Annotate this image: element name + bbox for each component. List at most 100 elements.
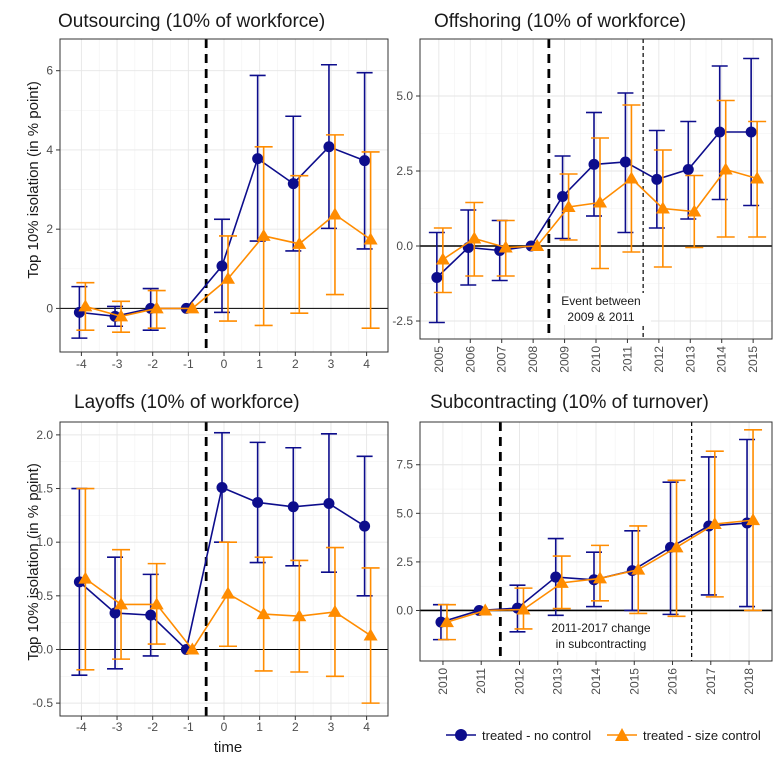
data-point bbox=[287, 178, 299, 190]
annotation-text: in subcontracting bbox=[556, 637, 647, 651]
chart-title: Layoffs (10% of workforce) bbox=[74, 392, 300, 413]
chart-panel-4: 2011-2017 change in subcontracting 0.0 2.5 5… bbox=[396, 392, 773, 695]
data-point bbox=[593, 571, 607, 584]
y-tick-label: 0.0 bbox=[396, 239, 413, 253]
x-tick-label: 4 bbox=[363, 720, 370, 734]
data-point bbox=[216, 260, 228, 272]
annotation-text: 2009 & 2011 bbox=[567, 310, 634, 324]
data-point bbox=[593, 195, 607, 208]
data-point bbox=[435, 252, 450, 265]
data-point bbox=[431, 272, 443, 283]
x-tick-label: 0 bbox=[221, 357, 228, 371]
data-point bbox=[327, 604, 342, 617]
legend: treated - no control treated - size cont… bbox=[446, 728, 761, 743]
data-point bbox=[557, 191, 569, 202]
x-tick-label: 2017 bbox=[704, 668, 718, 695]
x-tick-label: 2015 bbox=[627, 668, 641, 695]
data-point bbox=[149, 597, 164, 610]
legend-label-no-control: treated - no control bbox=[482, 728, 591, 743]
x-tick-label: 2014 bbox=[715, 346, 729, 373]
chart-title: Offshoring (10% of workforce) bbox=[434, 11, 686, 32]
annotation-text: 2011-2017 change bbox=[551, 621, 651, 635]
data-point bbox=[359, 520, 371, 532]
y-tick-label: 2 bbox=[46, 222, 53, 236]
data-point bbox=[718, 162, 733, 175]
data-point bbox=[109, 607, 121, 619]
data-point bbox=[687, 204, 702, 217]
data-point bbox=[714, 126, 726, 138]
x-tick-label: 2013 bbox=[683, 346, 697, 373]
y-tick-label: 0.5 bbox=[36, 589, 53, 603]
x-tick-label: 3 bbox=[328, 720, 335, 734]
data-point bbox=[669, 540, 684, 553]
data-point bbox=[185, 642, 200, 655]
data-point bbox=[588, 158, 600, 170]
x-tick-label: 2014 bbox=[589, 668, 603, 695]
data-point bbox=[682, 164, 694, 175]
x-tick-label: 2007 bbox=[495, 346, 509, 373]
x-tick-label: 3 bbox=[328, 357, 335, 371]
data-point bbox=[252, 153, 264, 165]
y-axis-label-bottom: Top 10% isolation (in % point) bbox=[25, 463, 42, 661]
data-point bbox=[467, 231, 482, 244]
y-tick-label: 0.0 bbox=[36, 642, 53, 656]
annotation-text: Event between bbox=[561, 294, 640, 308]
annotation-box bbox=[551, 620, 651, 652]
data-point bbox=[292, 236, 307, 249]
annotation-box bbox=[551, 293, 651, 325]
x-tick-label: 2016 bbox=[666, 668, 680, 695]
x-axis-label: time bbox=[214, 739, 242, 756]
x-tick-label: 2005 bbox=[432, 346, 446, 373]
y-tick-label: 2.0 bbox=[36, 428, 53, 442]
x-tick-label: 2010 bbox=[436, 668, 450, 695]
chart-title: Subcontracting (10% of turnover) bbox=[430, 392, 709, 413]
chart-panel-3: -0.5 0.0 0.5 1.0 1.5 2.0 -4 -3 -2 -1 0 1 2 3 4 Layoffs … bbox=[32, 392, 389, 734]
chart-title: Outsourcing (10% of workforce) bbox=[58, 11, 325, 32]
y-tick-label: 0 bbox=[46, 301, 53, 315]
y-tick-label: 5.0 bbox=[396, 89, 413, 103]
y-axis-label-top: Top 10% isolation (in % point) bbox=[25, 81, 42, 279]
x-tick-label: 2013 bbox=[551, 668, 565, 695]
y-tick-label: -0.5 bbox=[32, 696, 53, 710]
x-tick-label: 2008 bbox=[526, 346, 540, 373]
x-tick-label: 2015 bbox=[746, 346, 760, 373]
x-tick-label: -3 bbox=[112, 720, 123, 734]
data-point bbox=[323, 141, 335, 153]
y-tick-label: 1.5 bbox=[36, 482, 53, 496]
y-tick-label: -2.5 bbox=[392, 314, 413, 328]
x-tick-label: -1 bbox=[183, 720, 194, 734]
legend-triangle-icon bbox=[615, 728, 629, 741]
legend-label-size-control: treated - size control bbox=[643, 728, 761, 743]
y-tick-label: 2.5 bbox=[396, 555, 413, 569]
data-point bbox=[478, 603, 493, 616]
data-point bbox=[78, 571, 93, 584]
y-tick-label: 1.0 bbox=[36, 535, 53, 549]
y-tick-label: 5.0 bbox=[396, 506, 413, 520]
x-tick-label: -4 bbox=[76, 357, 87, 371]
data-point bbox=[619, 156, 631, 168]
x-tick-label: -3 bbox=[112, 357, 123, 371]
x-tick-label: 2009 bbox=[558, 346, 572, 373]
data-point bbox=[750, 171, 765, 184]
data-point bbox=[256, 228, 271, 241]
x-tick-label: -2 bbox=[147, 357, 158, 371]
data-point bbox=[530, 239, 545, 251]
data-point bbox=[363, 628, 378, 641]
data-point bbox=[561, 200, 576, 212]
data-point bbox=[498, 240, 513, 253]
x-tick-label: -2 bbox=[147, 720, 158, 734]
x-tick-label: 1 bbox=[256, 720, 263, 734]
data-point bbox=[439, 615, 454, 628]
data-point bbox=[624, 171, 639, 184]
y-tick-label: 2.5 bbox=[396, 164, 413, 178]
chart-panels: 0 2 4 6 -4 -3 -2 -1 0 1 2 3 4 Outsourcing (10% of wor… bbox=[32, 11, 773, 734]
data-point bbox=[256, 607, 271, 620]
x-tick-label: -4 bbox=[76, 720, 87, 734]
x-tick-label: 1 bbox=[256, 357, 263, 371]
chart-panel-2: Event between 2009 & 2011 -2.5 0.0 2.5 5.0 200… bbox=[392, 11, 773, 373]
data-point bbox=[327, 207, 342, 220]
data-point bbox=[651, 173, 663, 185]
data-point bbox=[745, 126, 757, 138]
data-point bbox=[292, 609, 307, 622]
